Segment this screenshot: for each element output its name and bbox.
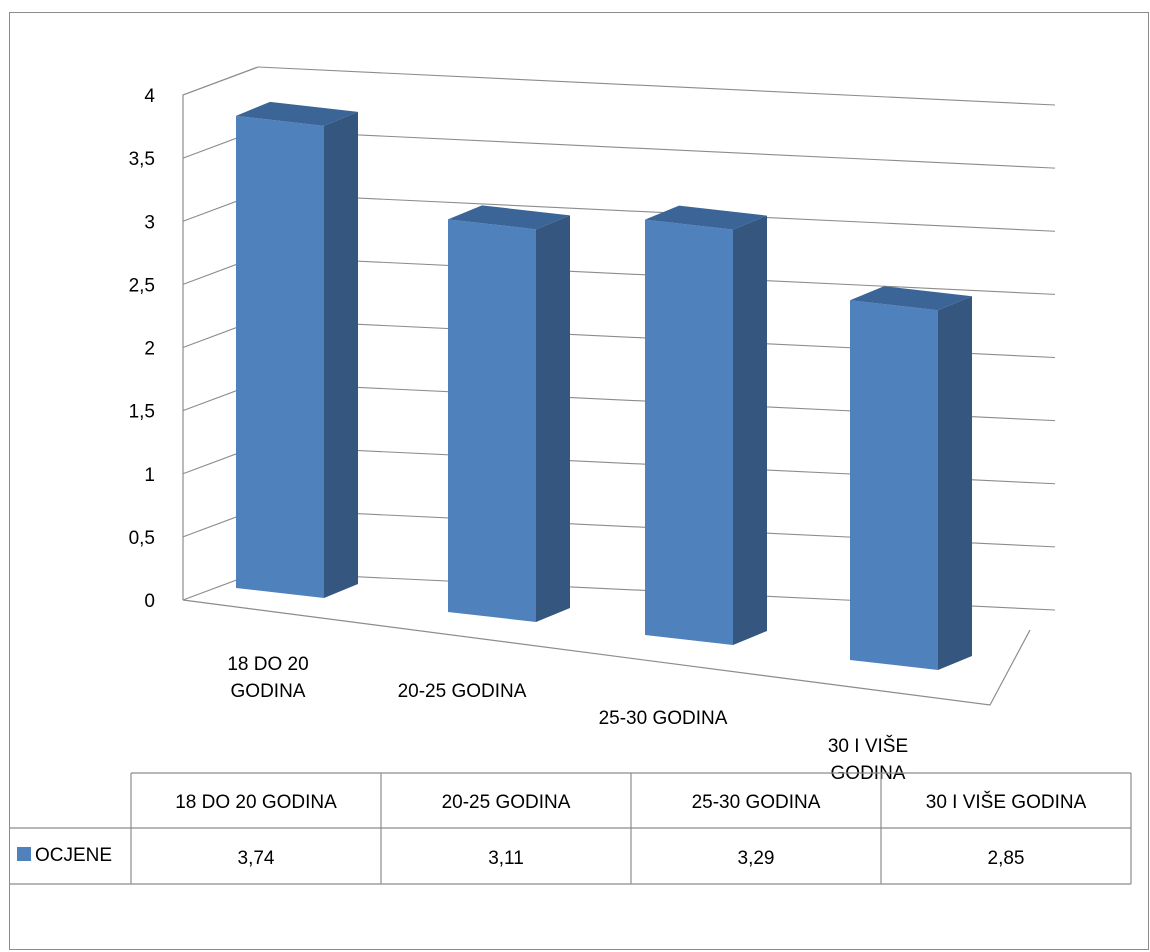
gridline-side [182,66,259,96]
bar-top-face [850,286,972,311]
x-axis-label: 30 I VIŠE GODINA [828,735,908,784]
bar-front-face [448,219,536,623]
table-value-cell: 3,74 [238,848,275,869]
table-value-cell: 2,85 [988,848,1025,869]
x-axis-label: 18 DO 20 GODINA [227,654,308,702]
table-header-cell: 20-25 GODINA [442,792,571,813]
y-tick-label: 3,5 [129,149,155,170]
bar-side-face [938,296,972,670]
bars [236,101,972,670]
y-tick-label: 4 [144,86,155,107]
bar-front-face [236,115,324,598]
bar-4 [850,286,972,670]
bar-2 [448,205,570,623]
data-table: 18 DO 20 GODINA 20-25 GODINA 25-30 GODINA 3… [10,772,1132,885]
x-axis-label: 20-25 GODINA [398,681,527,702]
table-header-cell: 30 I VIŠE GODINA [926,791,1087,813]
y-axis-ticks: 0 0,5 1 1,5 2 2,5 3 3,5 4 [129,86,156,612]
bar-side-face [733,215,767,645]
table-row-label: OCJENE [35,845,112,866]
gridline-back [257,192,1056,232]
bar-side-face [324,111,358,598]
table-value-cell: 3,11 [488,848,524,869]
bar-3 [645,205,767,645]
y-tick-label: 2 [144,339,155,360]
bar-top-face [645,205,767,230]
bar-top-face [448,205,570,230]
y-tick-label: 0,5 [129,528,155,549]
bar-side-face [536,215,570,623]
y-tick-label: 3 [144,212,155,233]
gridline-back [257,66,1056,106]
y-tick-label: 1 [144,465,155,486]
table-value-cell: 3,29 [738,848,775,869]
y-tick-label: 2,5 [129,275,155,296]
table-header-cell: 25-30 GODINA [692,792,821,813]
bar-top-face [236,101,358,126]
x-axis-label: 25-30 GODINA [599,708,728,729]
bar-front-face [645,219,733,645]
floor-edge [182,599,1031,706]
legend-swatch [17,847,31,861]
bar-1 [236,101,358,598]
gridline-back [257,129,1056,169]
y-tick-label: 0 [144,591,155,612]
x-axis-labels: 18 DO 20 GODINA 20-25 GODINA 25-30 GODINA 30… [227,654,908,784]
y-tick-label: 1,5 [129,402,155,423]
table-header-cell: 18 DO 20 GODINA [175,792,337,813]
bar-front-face [850,300,938,670]
